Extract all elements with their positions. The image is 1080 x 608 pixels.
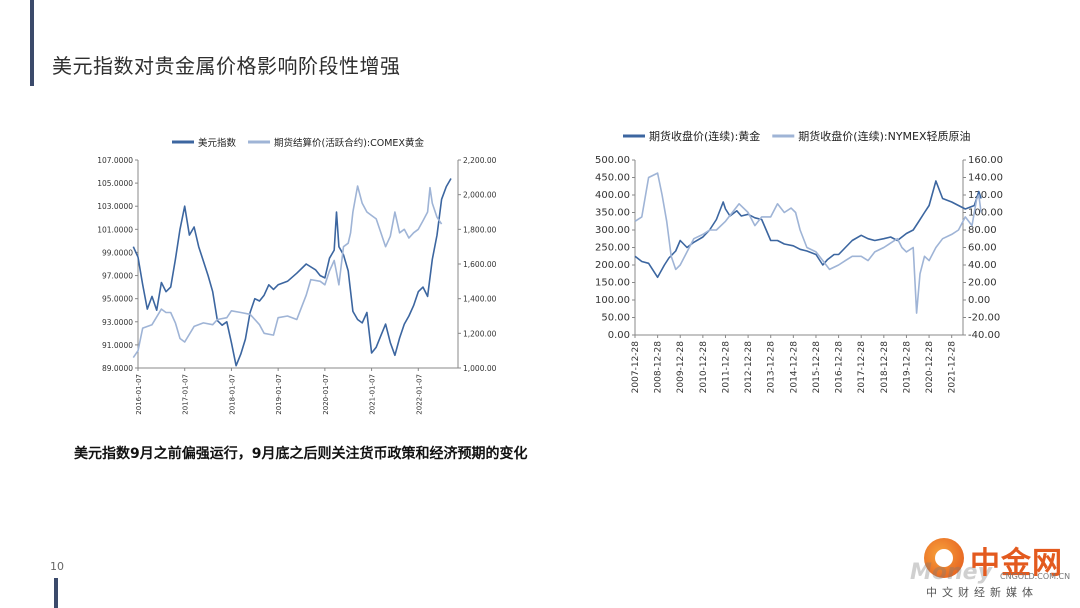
left-axis-tick-label: 99.0000 — [102, 248, 133, 257]
page-number: 10 — [50, 560, 64, 573]
x-axis-tick-label: 2019-12-28 — [902, 341, 912, 394]
series-line-0 — [132, 178, 452, 367]
right-axis-tick-label: -20.00 — [968, 313, 1000, 324]
right-axis-tick-label: 60.00 — [968, 243, 997, 254]
x-axis-tick-label: 2008-12-28 — [654, 341, 664, 394]
right-axis-tick-label: -40.00 — [968, 330, 1000, 341]
left-axis-tick-label: 450.00 — [595, 173, 630, 184]
x-axis-tick-label: 2019-01-07 — [275, 374, 283, 415]
x-axis-tick-label: 2016-12-28 — [835, 341, 845, 394]
right-axis-tick-label: 40.00 — [968, 260, 997, 271]
right-axis-tick-label: 140.00 — [968, 173, 1003, 184]
right-axis-tick-label: 2,200.00 — [463, 156, 497, 165]
right-axis-tick-label: 0.00 — [968, 295, 990, 306]
legend-label-0: 美元指数 — [198, 137, 237, 149]
x-axis-tick-label: 2017-12-28 — [857, 341, 867, 394]
x-axis-tick-label: 2007-12-28 — [631, 341, 641, 394]
right-axis-tick-label: 80.00 — [968, 225, 997, 236]
left-axis-tick-label: 0.00 — [608, 330, 630, 341]
x-axis-tick-label: 2012-12-28 — [744, 341, 754, 394]
left-axis-tick-label: 95.0000 — [102, 295, 133, 304]
x-axis-tick-label: 2016-01-07 — [135, 374, 143, 415]
right-axis-tick-label: 1,400.00 — [463, 295, 497, 304]
x-axis-tick-label: 2010-12-28 — [699, 341, 709, 394]
left-axis-tick-label: 107.0000 — [97, 156, 133, 165]
logo-tagline: 中文财经新媒体 — [926, 586, 1038, 599]
left-axis-tick-label: 50.00 — [601, 313, 630, 324]
left-axis-tick-label: 300.00 — [595, 225, 630, 236]
x-axis-tick-label: 2009-12-28 — [676, 341, 686, 394]
x-axis-tick-label: 2018-01-07 — [228, 374, 236, 415]
title-accent-bar — [30, 0, 34, 86]
logo-emblem-icon — [924, 538, 964, 578]
logo-name: 中金网 — [970, 546, 1063, 581]
x-axis-tick-label: 2020-01-07 — [322, 374, 330, 415]
right-axis-tick-label: 1,200.00 — [463, 329, 497, 338]
x-axis-tick-label: 2015-12-28 — [812, 341, 822, 394]
logo-domain: CNGOLD.COM.CN — [1000, 572, 1071, 581]
x-axis-tick-label: 2014-12-28 — [789, 341, 799, 394]
left-axis-tick-label: 89.0000 — [102, 364, 133, 373]
slide-caption: 美元指数9月之前偏强运行，9月底之后则关注货币政策和经济预期的变化 — [74, 446, 528, 462]
left-axis-tick-label: 100.00 — [595, 295, 630, 306]
gold-crude-oil-chart: 0.00 50.00 100.00 150.00 200.00 250.00 300.00 3… — [595, 129, 1003, 394]
right-axis-tick-label: 1,800.00 — [463, 225, 497, 234]
x-axis-tick-label: 2021-01-07 — [369, 374, 377, 415]
left-axis-tick-label: 105.0000 — [97, 179, 133, 188]
footer-accent-bar — [54, 578, 58, 608]
right-axis-tick-label: 20.00 — [968, 278, 997, 289]
left-axis-tick-label: 350.00 — [595, 208, 630, 219]
left-axis-tick-label: 500.00 — [595, 155, 630, 166]
x-axis-tick-label: 2011-12-28 — [721, 341, 731, 394]
left-axis-tick-label: 400.00 — [595, 190, 630, 201]
series-line-1 — [132, 185, 443, 359]
left-axis-tick-label: 250.00 — [595, 243, 630, 254]
left-axis-tick-label: 93.0000 — [102, 318, 133, 327]
legend-label-1: 期货收盘价(连续):NYMEX轻质原油 — [798, 129, 970, 143]
left-axis-tick-label: 200.00 — [595, 260, 630, 271]
left-axis-tick-label: 103.0000 — [97, 202, 133, 211]
legend-label-1: 期货结算价(活跃合约):COMEX黄金 — [274, 137, 424, 149]
series-line-0 — [634, 180, 982, 279]
series-line-1 — [634, 172, 982, 314]
x-axis-tick-label: 2021-12-28 — [948, 341, 958, 394]
left-axis-tick-label: 101.0000 — [97, 225, 133, 234]
left-axis-tick-label: 97.0000 — [102, 272, 133, 281]
logo-watermark: Money — [910, 560, 992, 585]
left-axis-tick-label: 150.00 — [595, 278, 630, 289]
x-axis-tick-label: 2013-12-28 — [767, 341, 777, 394]
x-axis-tick-label: 2022-01-07 — [415, 374, 423, 415]
slide-title: 美元指数对贵金属价格影响阶段性增强 — [52, 54, 401, 78]
x-axis-tick-label: 2020-12-28 — [925, 341, 935, 394]
right-axis-tick-label: 1,000.00 — [463, 364, 497, 373]
right-axis-tick-label: 120.00 — [968, 190, 1003, 201]
right-axis-tick-label: 2,000.00 — [463, 191, 497, 200]
usd-index-gold-chart: 89.0000 91.0000 93.0000 95.0000 97.0000 99.00… — [97, 137, 497, 415]
left-axis-tick-label: 91.0000 — [102, 341, 133, 350]
x-axis-tick-label: 2018-12-28 — [880, 341, 890, 394]
x-axis-tick-label: 2017-01-07 — [182, 374, 190, 415]
right-axis-tick-label: 1,600.00 — [463, 260, 497, 269]
right-axis-tick-label: 160.00 — [968, 155, 1003, 166]
legend-label-0: 期货收盘价(连续):黄金 — [649, 129, 760, 143]
site-logo: Money 中金网 CNGOLD.COM.CN 中文财经新媒体 — [910, 532, 1072, 602]
right-axis-tick-label: 100.00 — [968, 208, 1003, 219]
